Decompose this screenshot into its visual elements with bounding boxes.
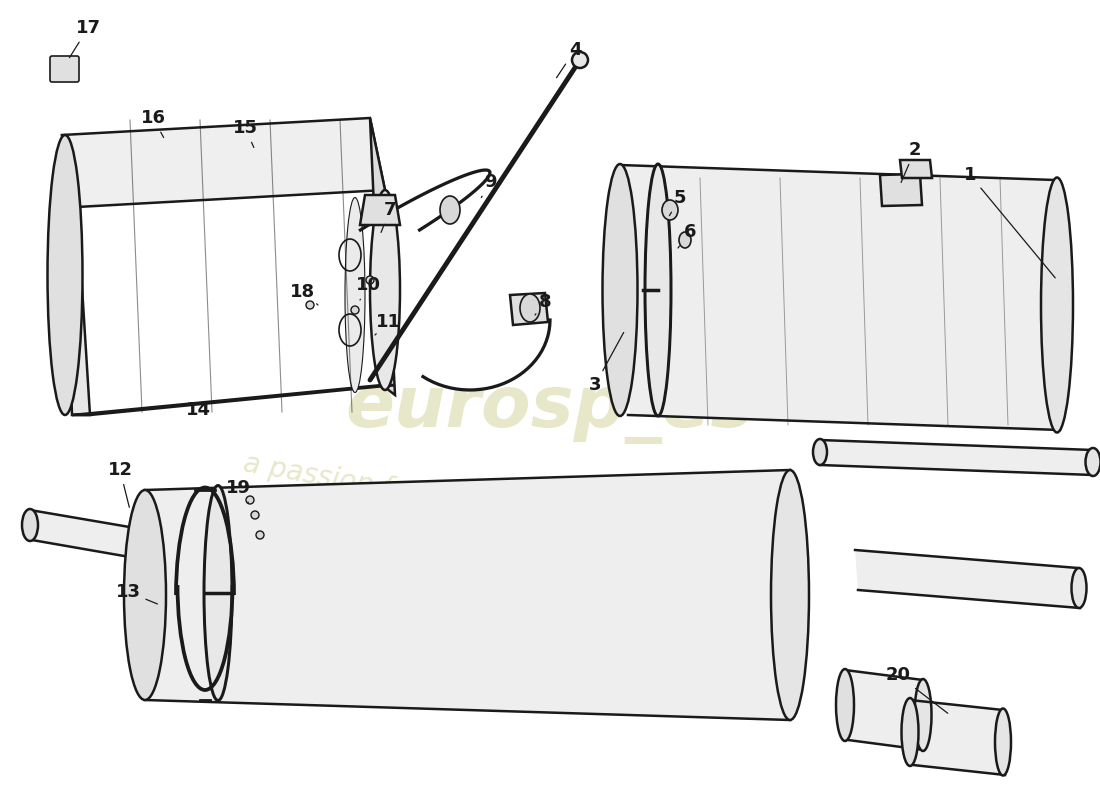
Ellipse shape bbox=[204, 486, 232, 701]
Ellipse shape bbox=[370, 190, 400, 390]
Ellipse shape bbox=[771, 470, 808, 720]
Text: 2: 2 bbox=[901, 141, 922, 182]
Ellipse shape bbox=[22, 509, 38, 541]
Polygon shape bbox=[855, 550, 1078, 608]
Circle shape bbox=[351, 306, 359, 314]
Ellipse shape bbox=[662, 200, 678, 220]
Ellipse shape bbox=[914, 679, 932, 751]
Text: 18: 18 bbox=[290, 283, 318, 305]
Text: 8: 8 bbox=[535, 293, 551, 315]
Polygon shape bbox=[820, 440, 1093, 475]
Ellipse shape bbox=[813, 439, 827, 465]
Text: 14: 14 bbox=[186, 401, 210, 419]
Ellipse shape bbox=[836, 669, 854, 741]
Ellipse shape bbox=[520, 294, 540, 322]
Ellipse shape bbox=[645, 164, 671, 416]
Ellipse shape bbox=[902, 698, 918, 766]
FancyBboxPatch shape bbox=[50, 56, 79, 82]
Text: 17: 17 bbox=[69, 19, 100, 58]
Text: 1: 1 bbox=[964, 166, 1055, 278]
Polygon shape bbox=[620, 165, 1060, 430]
Text: 10: 10 bbox=[355, 276, 381, 300]
Text: 6: 6 bbox=[678, 223, 696, 248]
Ellipse shape bbox=[603, 164, 638, 416]
Ellipse shape bbox=[47, 135, 82, 415]
Polygon shape bbox=[145, 470, 790, 720]
Ellipse shape bbox=[1041, 178, 1072, 433]
Polygon shape bbox=[370, 118, 395, 395]
Ellipse shape bbox=[1086, 448, 1100, 476]
Polygon shape bbox=[910, 700, 1003, 775]
Text: 3: 3 bbox=[588, 333, 624, 394]
Polygon shape bbox=[62, 135, 90, 415]
Circle shape bbox=[572, 52, 588, 68]
Ellipse shape bbox=[996, 709, 1011, 775]
Text: 9: 9 bbox=[482, 173, 496, 198]
Text: 16: 16 bbox=[141, 109, 165, 138]
Text: 20: 20 bbox=[886, 666, 948, 714]
Text: 7: 7 bbox=[381, 201, 396, 233]
Polygon shape bbox=[30, 510, 147, 560]
Polygon shape bbox=[510, 293, 548, 325]
Text: 15: 15 bbox=[232, 119, 257, 147]
Ellipse shape bbox=[345, 198, 365, 393]
Circle shape bbox=[256, 531, 264, 539]
Ellipse shape bbox=[679, 232, 691, 248]
Text: a passion for parts since 1985: a passion for parts since 1985 bbox=[241, 450, 659, 550]
Text: eurosp_es: eurosp_es bbox=[345, 375, 755, 445]
Circle shape bbox=[366, 276, 374, 284]
Text: 4: 4 bbox=[557, 41, 581, 78]
Ellipse shape bbox=[124, 490, 166, 700]
Circle shape bbox=[246, 496, 254, 504]
Polygon shape bbox=[900, 160, 932, 178]
Circle shape bbox=[306, 301, 313, 309]
Circle shape bbox=[251, 511, 258, 519]
Ellipse shape bbox=[1071, 568, 1087, 608]
Polygon shape bbox=[880, 174, 922, 206]
Text: 5: 5 bbox=[670, 189, 686, 216]
Text: 19: 19 bbox=[226, 479, 251, 502]
Text: 13: 13 bbox=[116, 583, 157, 604]
Text: 11: 11 bbox=[375, 313, 400, 335]
Polygon shape bbox=[360, 195, 400, 225]
Polygon shape bbox=[72, 385, 395, 415]
Polygon shape bbox=[62, 118, 385, 207]
Polygon shape bbox=[845, 670, 923, 750]
Text: 12: 12 bbox=[108, 461, 132, 507]
Ellipse shape bbox=[440, 196, 460, 224]
